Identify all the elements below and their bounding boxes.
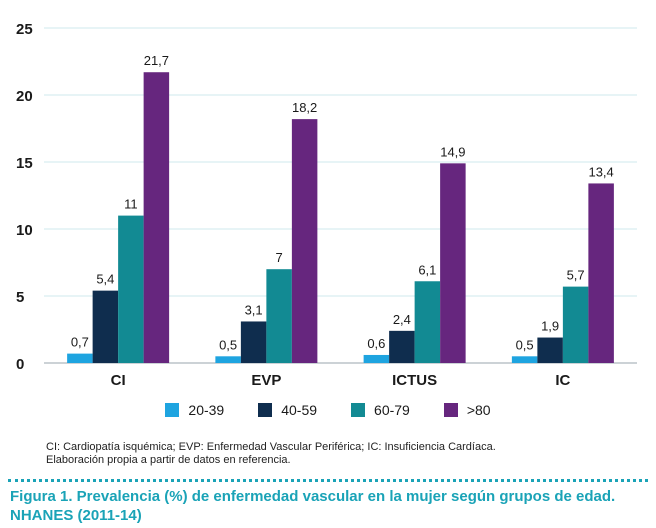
data-label: 14,9 (440, 144, 465, 159)
y-tick-label: 25 (16, 21, 33, 38)
data-label: 0,7 (71, 335, 89, 350)
bar (363, 354, 390, 363)
data-label: 3,1 (245, 302, 263, 317)
x-category-label: CI (111, 372, 126, 389)
data-label: 5,4 (96, 272, 114, 287)
legend-label: 60-79 (374, 402, 410, 418)
bar (67, 353, 93, 363)
data-label: 1,9 (541, 319, 559, 334)
source-note: Elaboración propia a partir de datos en … (46, 454, 291, 466)
y-tick-label: 5 (16, 289, 24, 306)
dotted-divider (8, 479, 648, 482)
bar (143, 72, 170, 363)
legend-label: 20-39 (188, 402, 225, 418)
data-label: 11 (124, 197, 138, 212)
data-label: 13,4 (588, 164, 613, 179)
data-label: 0,5 (219, 337, 237, 352)
chart-legend: 20-39 40-59 60-79 >80 (0, 399, 656, 421)
x-category-label: IC (555, 372, 570, 389)
figure-caption: Figura 1. Prevalencia (%) de enfermedad … (10, 488, 616, 524)
y-tick-label: 20 (16, 88, 33, 105)
legend-item: 60-79 (351, 399, 410, 421)
bar (118, 215, 144, 363)
y-tick-label: 15 (16, 155, 33, 172)
bar (511, 356, 538, 363)
bar (440, 163, 466, 363)
legend-label: >80 (466, 402, 491, 418)
bar (537, 337, 563, 363)
data-label: 0,5 (516, 337, 534, 352)
bar (266, 269, 292, 363)
bar (240, 321, 267, 363)
chart-notes: CI: Cardiopatía isquémica; EVP: Enfermed… (46, 441, 496, 467)
y-tick-label: 0 (16, 356, 24, 373)
legend-swatch (258, 403, 273, 417)
data-label: 0,6 (367, 336, 385, 351)
bar (291, 119, 318, 364)
legend-item: 20-39 (165, 399, 224, 421)
x-category-label: EVP (251, 372, 281, 389)
y-tick-label: 10 (16, 222, 33, 239)
data-label: 6,1 (418, 262, 436, 277)
bar (215, 356, 241, 363)
bar (414, 281, 441, 363)
abbreviations-note: CI: Cardiopatía isquémica; EVP: Enfermed… (46, 441, 496, 453)
data-label: 18,2 (292, 100, 317, 115)
data-label: 21,7 (144, 53, 169, 68)
bar-chart: 0 5 10 15 20 25 0,7 5,4 11 21,7 CI 0,5 3,1 7 18,2 EVP 0,… (16, 21, 637, 389)
legend-item: 40-59 (258, 399, 317, 421)
bar (588, 183, 614, 363)
legend-item: >80 (443, 399, 491, 421)
legend-swatch (165, 403, 180, 417)
legend-swatch (443, 403, 458, 417)
legend-swatch (351, 403, 366, 417)
data-label: 2,4 (393, 312, 411, 327)
data-label: 5,7 (567, 268, 585, 283)
x-category-label: ICTUS (392, 372, 437, 389)
legend-label: 40-59 (281, 402, 318, 418)
bar (389, 330, 415, 363)
bar (92, 290, 119, 363)
data-label: 7 (276, 250, 283, 265)
bar (562, 286, 589, 363)
